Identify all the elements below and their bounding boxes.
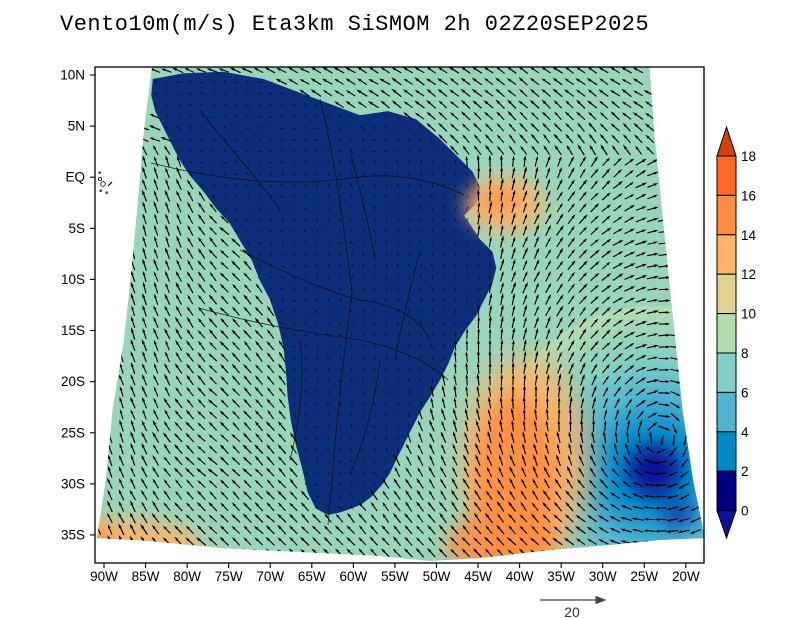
- svg-text:20: 20: [564, 604, 580, 618]
- svg-text:20W: 20W: [672, 569, 700, 584]
- svg-text:16: 16: [741, 188, 756, 203]
- svg-text:6: 6: [741, 385, 749, 400]
- svg-text:5S: 5S: [68, 221, 85, 236]
- svg-text:15S: 15S: [61, 323, 85, 338]
- svg-text:12: 12: [741, 267, 756, 282]
- svg-text:10N: 10N: [60, 68, 85, 83]
- svg-text:60W: 60W: [339, 569, 367, 584]
- svg-text:4: 4: [741, 425, 749, 440]
- svg-text:80W: 80W: [173, 569, 201, 584]
- svg-text:20S: 20S: [61, 374, 85, 389]
- svg-text:35W: 35W: [547, 569, 575, 584]
- svg-text:45W: 45W: [464, 569, 492, 584]
- svg-text:0: 0: [741, 504, 749, 519]
- svg-text:10: 10: [741, 307, 756, 322]
- svg-text:10S: 10S: [61, 272, 85, 287]
- svg-text:2: 2: [741, 464, 749, 479]
- svg-text:65W: 65W: [298, 569, 326, 584]
- svg-text:70W: 70W: [256, 569, 284, 584]
- svg-text:85W: 85W: [132, 569, 160, 584]
- svg-text:75W: 75W: [215, 569, 243, 584]
- svg-text:5N: 5N: [68, 119, 85, 134]
- svg-text:30W: 30W: [589, 569, 617, 584]
- svg-text:8: 8: [741, 346, 749, 361]
- svg-text:35S: 35S: [61, 528, 85, 543]
- svg-text:50W: 50W: [423, 569, 451, 584]
- svg-text:30S: 30S: [61, 476, 85, 491]
- svg-text:90W: 90W: [90, 569, 118, 584]
- svg-text:40W: 40W: [506, 569, 534, 584]
- svg-text:18: 18: [741, 149, 756, 164]
- svg-text:25W: 25W: [630, 569, 658, 584]
- svg-text:25S: 25S: [61, 425, 85, 440]
- svg-text:14: 14: [741, 228, 757, 243]
- svg-text:EQ: EQ: [65, 170, 85, 185]
- svg-text:55W: 55W: [381, 569, 409, 584]
